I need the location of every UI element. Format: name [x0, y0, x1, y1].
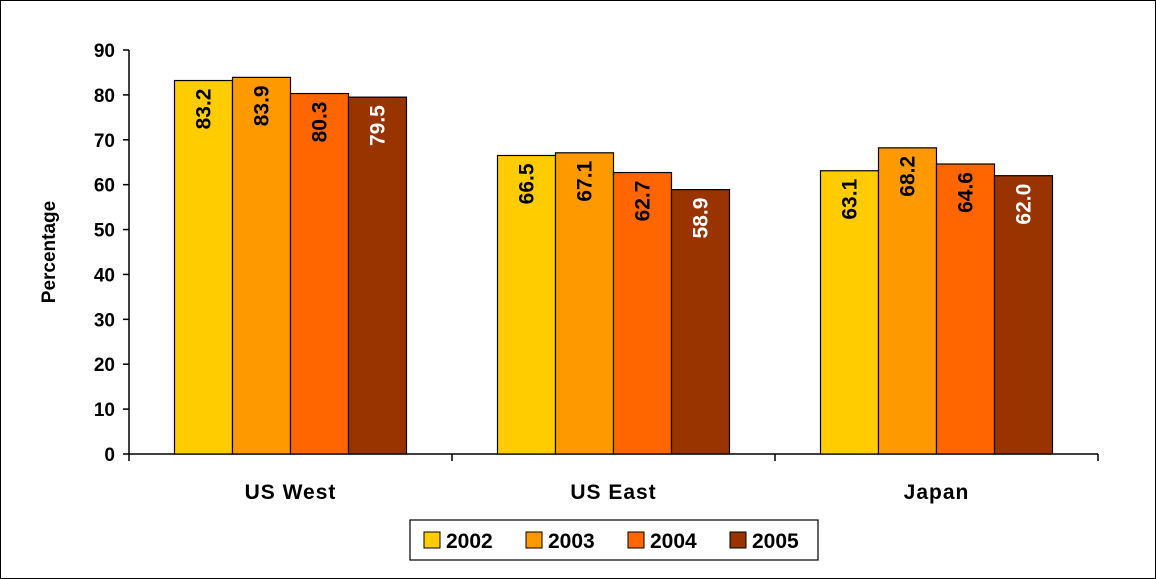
- bars: [173, 76, 1054, 455]
- bar-2002-us-west: [173, 79, 234, 455]
- y-tick-label: 20: [94, 355, 115, 376]
- legend-label-2003: 2003: [548, 530, 595, 553]
- data-label: 67.1: [574, 160, 597, 201]
- bar-2002-us-east: [496, 154, 557, 455]
- data-label: 80.3: [309, 102, 332, 143]
- data-label: 66.5: [516, 163, 539, 204]
- x-category-label: US East: [570, 481, 656, 504]
- y-tick-label: 80: [94, 86, 115, 107]
- bar-2003-us-east: [554, 152, 615, 455]
- legend-swatch-2003: [525, 531, 543, 549]
- data-labels: 83.2 83.9 80.3 79.5 66.5 67.1 62.7 58.9 63.1 68.2…: [193, 85, 1036, 238]
- data-label: 63.1: [839, 178, 862, 219]
- data-label: 58.9: [690, 198, 713, 239]
- legend-swatch-2004: [627, 531, 645, 549]
- data-label: 64.6: [955, 172, 978, 213]
- x-category-label: Japan: [904, 481, 970, 504]
- y-axis-title: Percentage: [39, 201, 60, 303]
- legend-box: [409, 519, 819, 561]
- y-tick-label: 90: [94, 41, 115, 62]
- legend-swatch-2005: [729, 531, 747, 549]
- data-label: 62.0: [1013, 184, 1036, 225]
- y-tick-label: 60: [94, 176, 115, 197]
- bar-2005-japan: [993, 175, 1054, 455]
- bar-2004-us-east: [612, 171, 673, 455]
- data-label: 83.9: [251, 85, 274, 126]
- legend-swatch-2002: [423, 531, 441, 549]
- legend: 2002 2003 2004 2005: [409, 519, 819, 561]
- data-label: 68.2: [897, 156, 920, 197]
- bar-2004-us-west: [289, 92, 350, 455]
- bar-2002-japan: [819, 170, 880, 455]
- y-tick-label: 30: [94, 310, 115, 331]
- y-tick-label: 70: [94, 131, 115, 152]
- y-tick-label: 10: [94, 400, 115, 421]
- bar-2005-us-west: [347, 96, 408, 455]
- data-label: 79.5: [367, 105, 390, 146]
- x-category-label: US West: [245, 481, 337, 504]
- data-label: 62.7: [632, 181, 655, 222]
- legend-label-2004: 2004: [650, 530, 697, 553]
- bar-2003-japan: [877, 147, 938, 455]
- y-tick-label: 50: [94, 221, 115, 242]
- y-tick-label: 40: [94, 265, 115, 286]
- legend-label-2002: 2002: [446, 530, 493, 553]
- y-tick-label: 0: [104, 445, 115, 466]
- data-label: 83.2: [193, 89, 216, 130]
- legend-label-2005: 2005: [752, 530, 799, 553]
- bar-2005-us-east: [670, 189, 731, 455]
- bar-2003-us-west: [231, 76, 292, 455]
- bar-2004-japan: [935, 163, 996, 455]
